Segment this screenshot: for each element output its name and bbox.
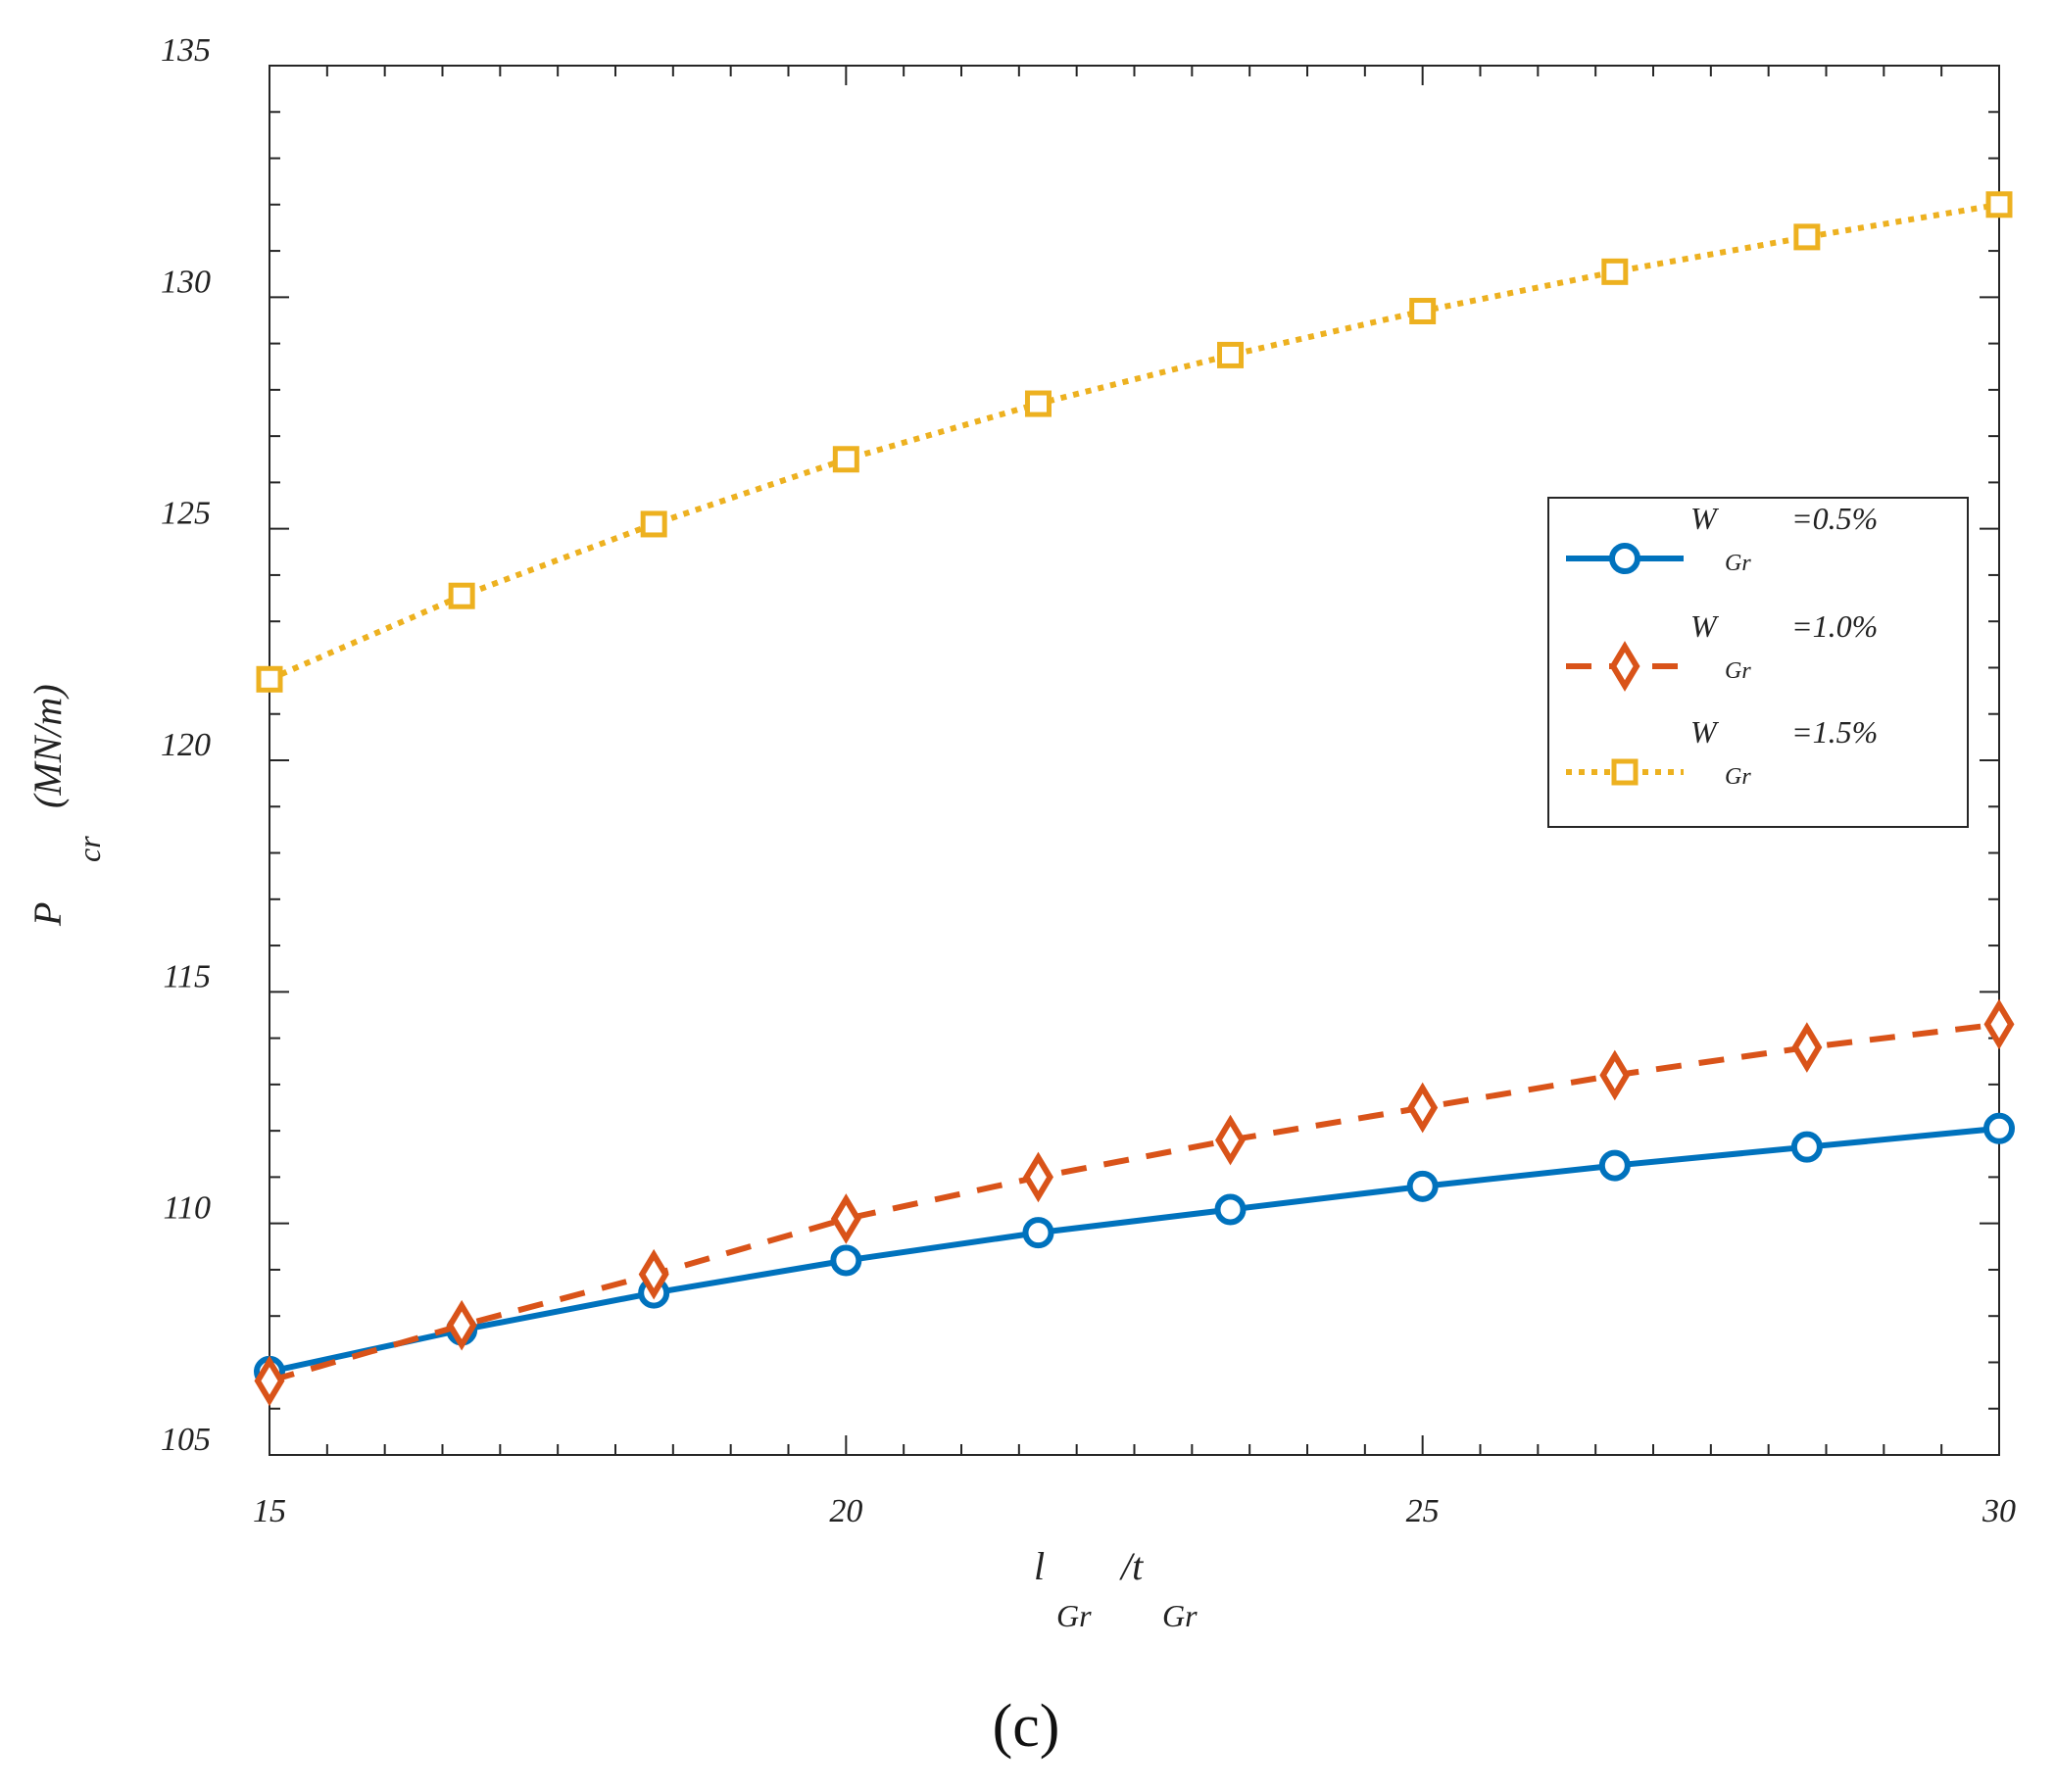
x-tick-label: 30	[1982, 1493, 2016, 1529]
legend-entry-1: WGr =0.5%	[1566, 501, 1878, 576]
data-point-diamond	[1791, 1022, 1823, 1073]
data-point-diamond	[1215, 1114, 1247, 1166]
data-point-circle	[1214, 1193, 1247, 1226]
x-axis-label-sub1: Gr	[1056, 1598, 1092, 1633]
series-3	[256, 191, 2013, 693]
data-point-diamond	[830, 1193, 861, 1244]
x-tick-labels: 15 20 25 30	[253, 1493, 2016, 1529]
legend-entries: WGr=0.5%WGr=1.0%WGr=1.5%	[1566, 501, 1878, 790]
data-point-circle	[1598, 1149, 1631, 1182]
y-tick-label: 110	[164, 1190, 211, 1227]
series-2	[254, 998, 2015, 1407]
y-tick-label: 135	[161, 32, 211, 69]
data-point-diamond	[254, 1355, 285, 1407]
data-point-diamond	[1983, 998, 2015, 1050]
data-point-square	[1601, 258, 1629, 285]
series-line	[269, 1125, 2000, 1375]
panel-label: (c)	[993, 1693, 1060, 1760]
data-point-square	[640, 510, 667, 538]
series-line	[269, 1021, 2000, 1384]
data-point-square	[1024, 390, 1052, 417]
data-point-square	[832, 446, 859, 473]
x-axis-label-sub2: Gr	[1162, 1598, 1198, 1633]
axis-ticks	[269, 65, 2000, 1456]
legend-label-main: W	[1690, 714, 1720, 750]
y-tick-label: 125	[161, 496, 211, 532]
data-point-diamond	[1407, 1082, 1439, 1134]
y-axis-label-unit: (MN/m)	[25, 684, 70, 808]
legend-marker-square	[1611, 758, 1639, 786]
data-point-circle	[1022, 1217, 1054, 1249]
y-tick-label: 120	[161, 727, 211, 763]
x-axis-label: l Gr /t Gr	[1034, 1544, 1198, 1633]
data-point-square	[1217, 341, 1245, 368]
y-axis-label-sub: cr	[72, 836, 107, 862]
data-point-diamond	[638, 1248, 669, 1300]
legend: WGr=0.5%WGr=1.0%WGr=1.5%	[1547, 497, 1969, 828]
legend-label-main: W	[1690, 608, 1720, 644]
data-point-circle	[1790, 1131, 1823, 1163]
legend-label-main: W	[1690, 501, 1720, 536]
data-point-square	[448, 582, 475, 609]
legend-label-sub: Gr	[1725, 658, 1751, 684]
x-axis-label-sep: /t	[1119, 1544, 1144, 1588]
legend-label-value: =1.5%	[1791, 714, 1878, 750]
y-axis-label-main: P	[25, 902, 70, 927]
legend-box	[1547, 497, 1969, 828]
legend-entry-2: WGr =1.0%	[1566, 608, 1878, 692]
data-series	[254, 191, 2015, 1407]
legend-label-sub: Gr	[1725, 764, 1751, 790]
legend-label-sub: Gr	[1725, 551, 1751, 576]
data-point-square	[256, 665, 283, 693]
x-tick-label: 15	[253, 1493, 286, 1529]
legend-label-value: =0.5%	[1791, 501, 1878, 536]
data-point-square	[1985, 191, 2013, 218]
data-point-circle	[1983, 1112, 2015, 1144]
data-point-square	[1793, 223, 1821, 251]
legend-marker-diamond	[1609, 641, 1640, 692]
data-point-diamond	[446, 1299, 477, 1351]
y-tick-label: 115	[164, 958, 211, 994]
legend-entry-3: WGr =1.5%	[1566, 714, 1878, 790]
x-tick-label: 20	[829, 1493, 862, 1529]
data-point-diamond	[1599, 1049, 1631, 1101]
y-tick-label: 105	[161, 1422, 211, 1458]
legend-label-value: =1.0%	[1791, 608, 1878, 644]
x-tick-label: 25	[1406, 1493, 1440, 1529]
data-point-circle	[830, 1244, 862, 1277]
x-axis-label-main: l	[1034, 1544, 1045, 1588]
data-point-circle	[1406, 1170, 1439, 1202]
data-point-square	[1409, 298, 1437, 325]
data-point-diamond	[1022, 1151, 1053, 1203]
series-line	[268, 201, 2000, 683]
y-tick-labels: 105 110 115 120 125 130 135	[161, 32, 211, 1458]
y-tick-label: 130	[161, 264, 211, 300]
legend-marker-circle	[1609, 543, 1640, 574]
y-axis-label: P cr (MN/m)	[25, 684, 107, 927]
